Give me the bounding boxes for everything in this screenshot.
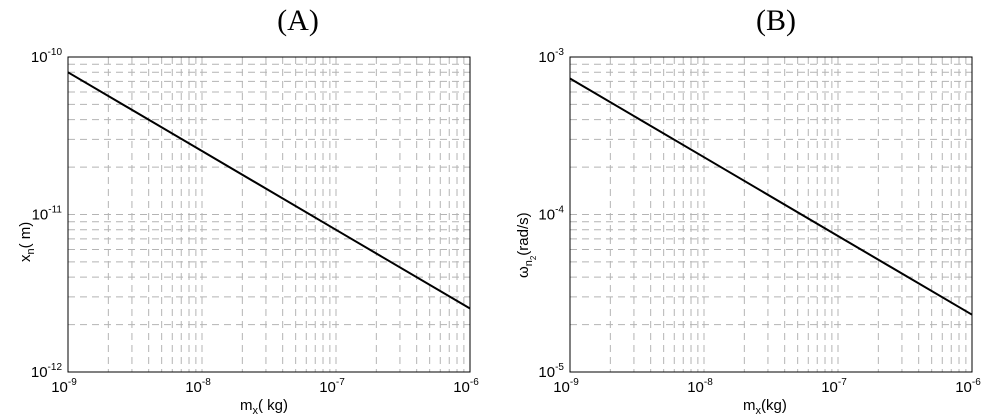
chart-b-x-tick-base: 10 — [687, 379, 704, 396]
chart-a-y-tick-exp: -11 — [48, 205, 62, 216]
chart-b-y-tick-exp: -4 — [555, 205, 564, 216]
chart-b-x-tick-label: 10-8 — [687, 377, 713, 396]
chart-a-series-line — [67, 71, 471, 310]
chart-a-xlabel-sub: x — [253, 405, 259, 417]
chart-a-y-tick-base: 10 — [31, 49, 48, 66]
chart-a-x-tick-base: 10 — [51, 379, 68, 396]
chart-b-y-tick-label: 10-3 — [538, 47, 564, 66]
chart-b-x-tick-exp: -6 — [972, 377, 981, 388]
chart-b-xlabel-sub: x — [756, 405, 762, 417]
chart-a-y-tick-base: 10 — [31, 364, 48, 381]
chart-a-plot-frame — [67, 56, 471, 373]
chart-b-x-ticks: 10-9 10-8 10-7 10-6 — [553, 377, 981, 396]
chart-b-xlabel-rest: (kg) — [761, 397, 787, 414]
chart-a-y-axis-label: xn( m) — [17, 222, 37, 262]
chart-a-x-tick-label: 10-8 — [185, 377, 211, 396]
chart-b-x-tick-label: 10-6 — [955, 377, 981, 396]
chart-a-x-ticks: 10-9 10-8 10-7 10-6 — [51, 377, 479, 396]
chart-b-x-tick-label: 10-7 — [821, 377, 847, 396]
chart-a-x-tick-base: 10 — [319, 379, 336, 396]
chart-b-ylabel-subsub: 2 — [529, 255, 538, 260]
chart-a-y-tick-label: 10-12 — [31, 362, 63, 381]
chart-b-x-tick-base: 10 — [553, 379, 570, 396]
chart-b-series-line — [569, 77, 973, 316]
chart-a-x-tick-label: 10-9 — [51, 377, 77, 396]
chart-a-x-tick-label: 10-6 — [453, 377, 479, 396]
chart-b-x-tick-exp: -9 — [570, 377, 579, 388]
chart-b-y-axis-label: ωn2(rad/s) — [515, 212, 538, 278]
chart-a-x-tick-exp: -9 — [68, 377, 77, 388]
chart-a-ylabel-main: x — [17, 254, 34, 262]
chart-b-xlabel-main: m — [743, 397, 756, 414]
chart-a-ylabel-rest: ( m) — [17, 222, 34, 249]
chart-a-xlabel-main: m — [240, 397, 253, 414]
chart-b-x-axis-label: mx(kg) — [743, 397, 787, 417]
chart-a-y-tick-label: 10-10 — [31, 47, 63, 66]
chart-a-x-tick-exp: -6 — [470, 377, 479, 388]
chart-b-y-tick-base: 10 — [538, 207, 555, 224]
chart-a-y-tick-base: 10 — [32, 207, 49, 224]
chart-b-y-tick-base: 10 — [538, 49, 555, 66]
chart-panel-a: (A) 10-9 10-8 10-7 10-6 10-12 10-11 10-10 mx(… — [17, 4, 479, 417]
chart-b-x-tick-base: 10 — [821, 379, 838, 396]
chart-b-x-tick-label: 10-9 — [553, 377, 579, 396]
chart-b-y-tick-exp: -5 — [555, 362, 564, 373]
chart-a-y-tick-exp: -10 — [48, 47, 63, 58]
chart-a-y-tick-label: 10-11 — [32, 205, 63, 224]
chart-a-x-tick-base: 10 — [185, 379, 202, 396]
chart-a-x-axis-label: mx( kg) — [240, 397, 288, 417]
chart-b-y-ticks: 10-510-410-3 — [538, 47, 564, 381]
chart-b-y-tick-base: 10 — [538, 364, 555, 381]
chart-a-x-tick-label: 10-7 — [319, 377, 345, 396]
chart-a-y-tick-exp: -12 — [48, 362, 63, 373]
chart-a-grid — [68, 57, 470, 372]
chart-b-plot-frame — [569, 56, 973, 373]
chart-b-ylabel-main: ω — [515, 266, 532, 278]
chart-b-y-tick-label: 10-5 — [538, 362, 564, 381]
chart-b-grid — [570, 57, 972, 372]
chart-b-x-tick-exp: -8 — [704, 377, 713, 388]
chart-a-x-tick-exp: -8 — [202, 377, 211, 388]
chart-b-svg: (B) 10-9 10-8 10-7 10-6 10-510-410-3 mx(kg)… — [515, 4, 981, 417]
chart-a-x-tick-base: 10 — [453, 379, 470, 396]
chart-a-ylabel-sub: n — [25, 248, 37, 254]
chart-a-x-tick-exp: -7 — [336, 377, 345, 388]
chart-b-ylabel-sub: n — [523, 260, 535, 266]
chart-b-x-tick-exp: -7 — [838, 377, 847, 388]
chart-b-x-tick-base: 10 — [955, 379, 972, 396]
chart-panel-b: (B) 10-9 10-8 10-7 10-6 10-5 10-4 10-3 mx(kg)… — [500, 0, 1000, 419]
chart-b-y-tick-exp: -3 — [555, 47, 564, 58]
chart-a-title: (A) — [277, 4, 319, 37]
chart-b-title: (B) — [756, 4, 796, 37]
chart-b-y-tick-label: 10-4 — [538, 205, 564, 224]
chart-a-xlabel-rest: ( kg) — [258, 397, 288, 414]
chart-b-ylabel-rest: (rad/s) — [515, 212, 532, 255]
